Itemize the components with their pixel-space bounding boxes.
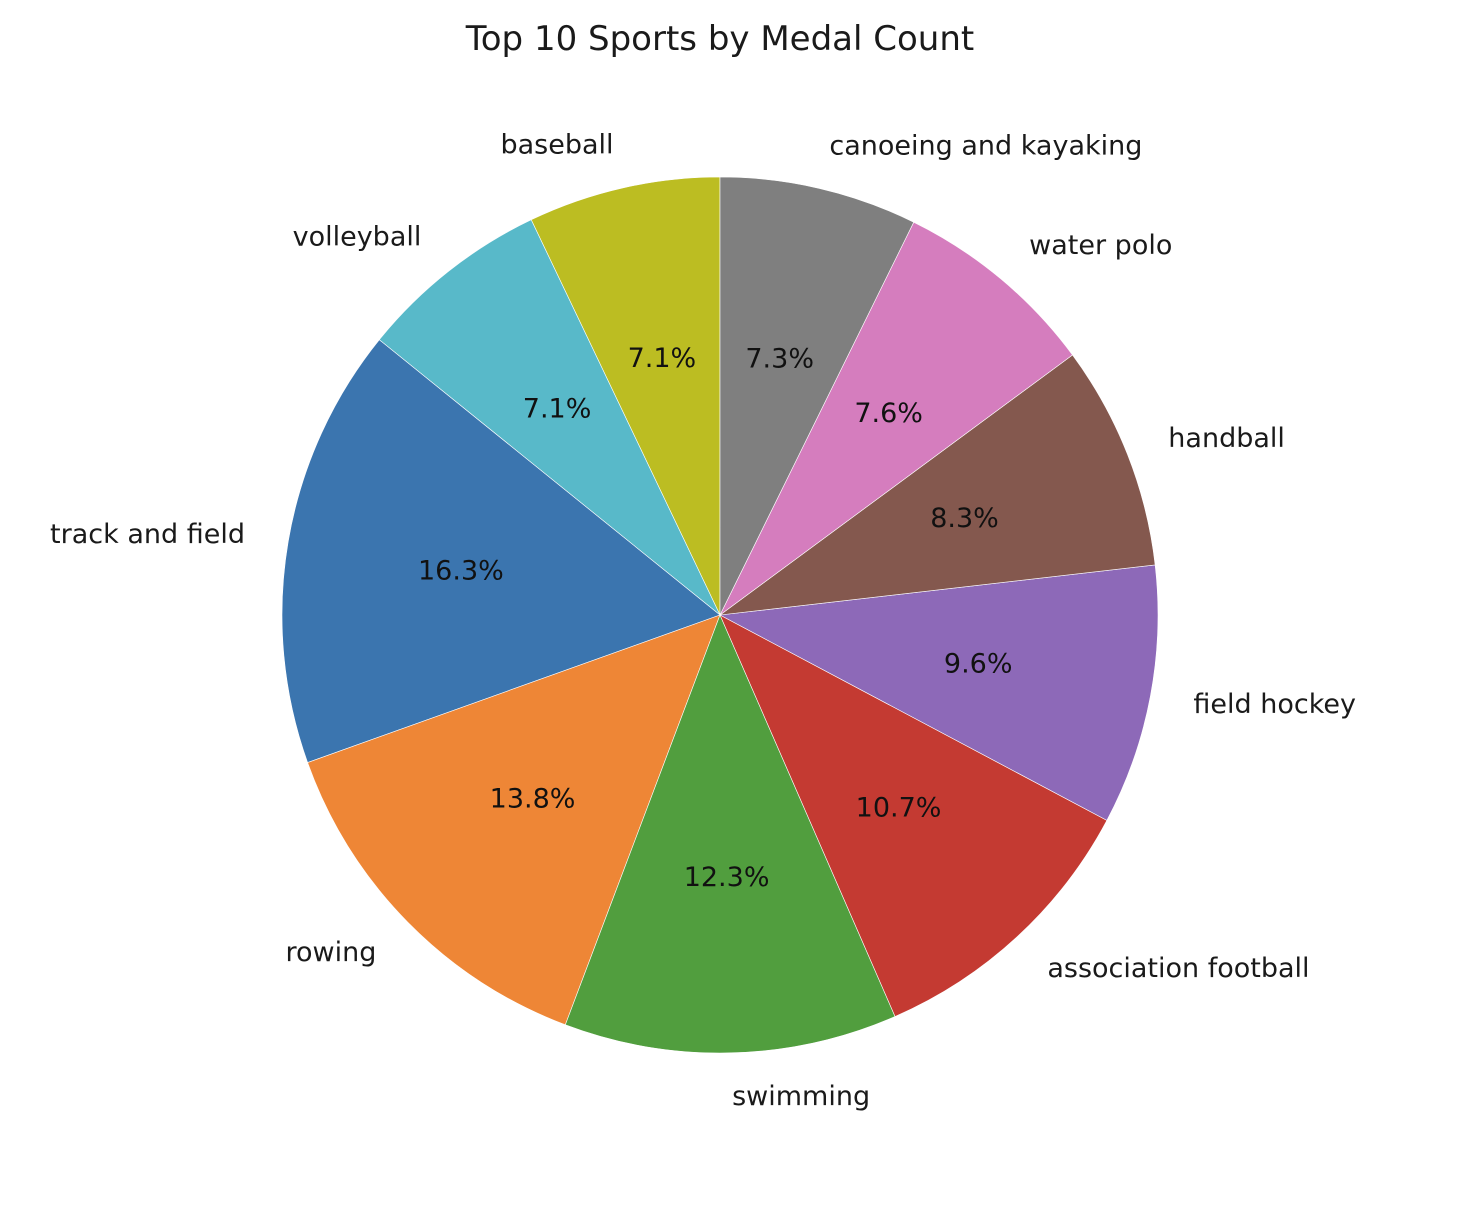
pie-slice-water-polo [719, 221, 1073, 616]
pie-category-labels: baseball volleyball track and field rowing s… [50, 130, 1356, 1113]
pie-percent-label-handball: 8.3% [930, 503, 999, 534]
pie-percent-labels: 7.1% 7.1% 16.3% 13.8% 12.3% 10.7% 9.6% 8.3% 7.6%… [418, 343, 1013, 893]
pie-slice-volleyball [378, 219, 721, 616]
pie-slice-track-and-field [281, 339, 721, 763]
pie-percent-label-track-and-field: 16.3% [418, 556, 504, 587]
pie-slice-baseball [530, 176, 721, 616]
chart-title: Top 10 Sports by Medal Count [465, 19, 974, 59]
pie-slice-rowing [307, 614, 721, 1026]
pie-slice-handball [718, 354, 1156, 616]
pie-percent-label-rowing: 13.8% [490, 784, 576, 815]
pie-category-label-swimming: swimming [732, 1081, 870, 1112]
pie-percent-label-baseball: 7.1% [628, 343, 697, 374]
pie-slice-swimming [564, 614, 896, 1054]
pie-slice-association-football [719, 614, 1108, 1017]
pie-percent-label-water-polo: 7.6% [854, 398, 923, 429]
pie-percent-label-volleyball: 7.1% [523, 393, 592, 424]
pie-slices [281, 176, 1159, 1054]
pie-percent-label-field-hockey: 9.6% [944, 648, 1013, 679]
pie-category-label-handball: handball [1168, 423, 1285, 454]
pie-percent-label-association-football: 10.7% [856, 792, 942, 823]
pie-category-label-water-polo: water polo [1029, 230, 1172, 261]
pie-category-label-rowing: rowing [286, 937, 377, 968]
pie-category-label-canoeing-and-kayaking: canoeing and kayaking [829, 130, 1142, 161]
pie-category-label-association-football: association football [1047, 953, 1309, 984]
pie-category-label-field-hockey: field hockey [1193, 689, 1356, 720]
pie-category-label-volleyball: volleyball [293, 221, 422, 252]
pie-slice-canoeing-and-kayaking [719, 176, 915, 616]
pie-category-label-track-and-field: track and field [50, 519, 245, 550]
pie-slice-field-hockey [719, 564, 1159, 821]
pie-percent-label-canoeing-and-kayaking: 7.3% [745, 344, 814, 375]
pie-percent-label-swimming: 12.3% [684, 862, 770, 893]
pie-category-label-baseball: baseball [500, 130, 613, 161]
